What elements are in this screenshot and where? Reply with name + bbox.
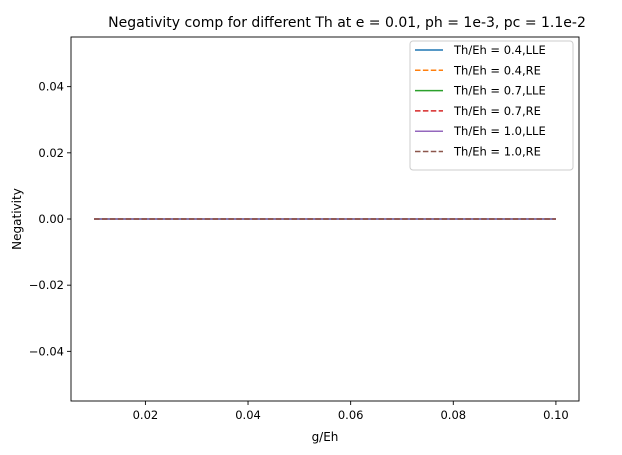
legend-label-2: Th/Eh = 0.4,RE <box>453 63 541 77</box>
chart-title: Negativity comp for different Th at e = … <box>108 15 586 31</box>
ticks-layer: 0.02 0.04 0.06 0.08 0.10 −0.04 −0.02 0.00 0.02 0.… <box>29 80 569 422</box>
y-tick-label: 0.00 <box>38 212 64 226</box>
y-tick-label: −0.02 <box>29 278 64 292</box>
x-axis-label: g/Eh <box>312 430 339 444</box>
legend-label-1: Th/Eh = 0.4,LLE <box>453 43 546 57</box>
legend-label-3: Th/Eh = 0.7,LLE <box>453 84 546 98</box>
y-tick-label: 0.04 <box>38 80 64 94</box>
legend-label-4: Th/Eh = 0.7,RE <box>453 104 541 118</box>
legend: Th/Eh = 0.4,LLE Th/Eh = 0.4,RE Th/Eh = 0.7… <box>409 40 574 171</box>
y-tick-label: −0.04 <box>29 344 64 358</box>
x-tick-label: 0.04 <box>235 408 261 422</box>
y-tick-label: 0.02 <box>38 146 64 160</box>
legend-box <box>409 40 574 171</box>
legend-label-6: Th/Eh = 1.0,RE <box>453 145 541 159</box>
x-tick-label: 0.02 <box>133 408 159 422</box>
legend-label-5: Th/Eh = 1.0,LLE <box>453 124 546 138</box>
x-tick-label: 0.10 <box>543 408 569 422</box>
plot-frame <box>70 36 580 402</box>
x-tick-label: 0.08 <box>440 408 466 422</box>
y-axis-label: Negativity <box>10 188 24 250</box>
x-tick-label: 0.06 <box>338 408 364 422</box>
legend-items: Th/Eh = 0.4,LLE Th/Eh = 0.4,RE Th/Eh = 0.7… <box>415 43 546 159</box>
